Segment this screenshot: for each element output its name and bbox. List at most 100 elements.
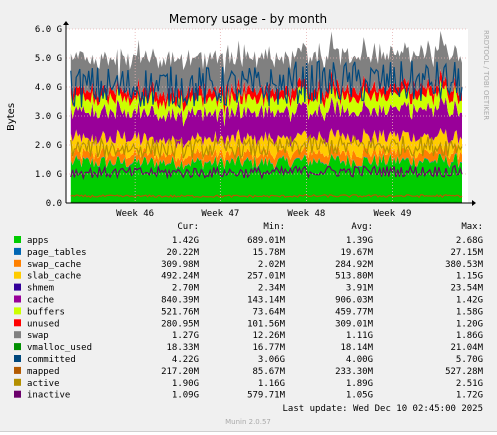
legend-max-unused: 1.20G <box>456 319 483 329</box>
legend-swatch-slab-cache <box>14 272 21 279</box>
legend-avg-active: 1.89G <box>346 379 373 389</box>
legend-name-vmalloc-used: vmalloc_used <box>27 343 92 353</box>
legend-header-avg: Avg: <box>351 222 373 232</box>
legend-avg-swap-cache: 284.92M <box>335 260 374 270</box>
legend-cur-swap-cache: 309.98M <box>161 260 200 270</box>
legend-max-inactive: 1.72G <box>456 391 483 401</box>
legend-avg-cache: 906.03M <box>335 296 374 306</box>
legend-min-page-tables: 15.78M <box>252 248 285 258</box>
y-axis-label: Bytes <box>6 103 17 131</box>
legend-name-mapped: mapped <box>27 367 60 377</box>
legend-avg-vmalloc-used: 18.14M <box>340 343 373 353</box>
legend-swatch-buffers <box>14 307 21 314</box>
legend-avg-mapped: 233.30M <box>335 367 374 377</box>
legend-avg-unused: 309.01M <box>335 319 374 329</box>
legend-name-shmem: shmem <box>27 284 54 294</box>
legend-cur-shmem: 2.70M <box>172 284 200 294</box>
legend-cur-slab-cache: 492.24M <box>161 272 200 282</box>
legend-cur-mapped: 217.20M <box>161 367 200 377</box>
legend-cur-unused: 280.95M <box>161 319 200 329</box>
legend-min-active: 1.16G <box>258 379 285 389</box>
legend-swatch-swap-cache <box>14 260 21 267</box>
y-axis-arrow <box>63 21 69 25</box>
y-tick-label: 3.0 G <box>35 112 62 122</box>
legend-cur-cache: 840.39M <box>161 296 200 306</box>
legend-avg-shmem: 3.91M <box>346 284 374 294</box>
x-tick-label: Week 48 <box>287 209 325 219</box>
legend-min-swap: 12.26M <box>252 331 285 341</box>
legend-min-inactive: 579.71M <box>247 391 286 401</box>
legend-max-committed: 5.70G <box>456 355 483 365</box>
legend-swatch-committed <box>14 355 21 362</box>
legend-cur-page-tables: 20.22M <box>166 248 199 258</box>
legend-cur-swap: 1.27G <box>172 331 199 341</box>
legend-cur-active: 1.90G <box>172 379 199 389</box>
legend-swatch-cache <box>14 296 21 303</box>
legend-header-max: Max: <box>461 222 483 232</box>
legend-max-swap: 1.86G <box>456 331 483 341</box>
legend-name-cache: cache <box>27 296 54 306</box>
legend-avg-inactive: 1.05G <box>346 391 373 401</box>
legend-cur-buffers: 521.76M <box>161 307 200 317</box>
legend-max-vmalloc-used: 21.04M <box>450 343 483 353</box>
legend-min-buffers: 73.64M <box>252 307 285 317</box>
legend-avg-swap: 1.11G <box>346 331 373 341</box>
legend-header-cur: Cur: <box>177 222 199 232</box>
legend-swatch-page-tables <box>14 248 21 255</box>
legend-max-slab-cache: 1.15G <box>456 272 483 282</box>
legend-swatch-apps <box>14 236 21 243</box>
legend-name-buffers: buffers <box>27 307 65 317</box>
legend-name-apps: apps <box>27 236 49 246</box>
legend-name-inactive: inactive <box>27 391 70 401</box>
munin-version: Munin 2.0.57 <box>225 418 271 426</box>
x-tick-label: Week 49 <box>373 209 411 219</box>
legend-swatch-unused <box>14 319 21 326</box>
legend-max-page-tables: 27.15M <box>450 248 483 258</box>
legend-name-slab-cache: slab_cache <box>27 272 81 282</box>
legend-min-mapped: 85.67M <box>252 367 285 377</box>
x-tick-label: Week 46 <box>116 209 154 219</box>
y-tick-label: 2.0 G <box>35 141 62 151</box>
legend-max-mapped: 527.28M <box>445 367 484 377</box>
legend-name-swap: swap <box>27 331 49 341</box>
legend-max-active: 2.51G <box>456 379 483 389</box>
legend-max-swap-cache: 380.53M <box>445 260 484 270</box>
legend-min-swap-cache: 2.02M <box>258 260 286 270</box>
legend-swatch-inactive <box>14 391 21 398</box>
legend-cur-vmalloc-used: 18.33M <box>166 343 199 353</box>
legend-name-swap-cache: swap_cache <box>27 260 81 270</box>
legend-name-page-tables: page_tables <box>27 248 87 258</box>
legend-name-unused: unused <box>27 319 60 329</box>
legend-max-apps: 2.68G <box>456 236 483 246</box>
legend-min-apps: 689.01M <box>247 236 286 246</box>
y-tick-label: 0.0 <box>46 199 62 209</box>
legend-avg-page-tables: 19.67M <box>340 248 373 258</box>
legend-avg-committed: 4.00G <box>346 355 373 365</box>
legend-max-cache: 1.42G <box>456 296 483 306</box>
last-update: Last update: Wed Dec 10 02:45:00 2025 <box>283 404 483 414</box>
x-axis-arrow <box>472 200 476 206</box>
legend-name-active: active <box>27 379 60 389</box>
legend-cur-apps: 1.42G <box>172 236 199 246</box>
y-tick-label: 1.0 G <box>35 170 62 180</box>
legend-min-shmem: 2.34M <box>258 284 286 294</box>
legend-swatch-mapped <box>14 367 21 374</box>
legend-avg-slab-cache: 513.80M <box>335 272 374 282</box>
legend-cur-committed: 4.22G <box>172 355 199 365</box>
legend-cur-inactive: 1.09G <box>172 391 199 401</box>
legend-min-vmalloc-used: 16.77M <box>252 343 285 353</box>
legend-max-buffers: 1.58G <box>456 307 483 317</box>
chart-title: Memory usage - by month <box>169 12 327 26</box>
legend-min-cache: 143.14M <box>247 296 286 306</box>
rrdtool-credit: RRDTOOL / TOBI OETIKER <box>482 30 490 120</box>
legend-min-unused: 101.56M <box>247 319 286 329</box>
legend-avg-apps: 1.39G <box>346 236 373 246</box>
legend-swatch-shmem <box>14 284 21 291</box>
legend-max-shmem: 23.54M <box>450 284 483 294</box>
legend-min-committed: 3.06G <box>258 355 285 365</box>
legend-min-slab-cache: 257.01M <box>247 272 286 282</box>
y-tick-label: 6.0 G <box>35 25 62 35</box>
